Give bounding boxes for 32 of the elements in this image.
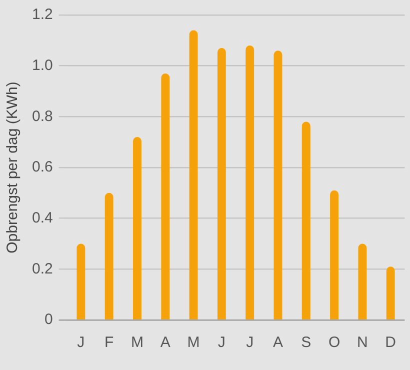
y-axis-title: Opbrengst per dag (KWh) [4,82,22,254]
x-tick-label: A [272,334,283,352]
bar [330,190,339,320]
y-tick-label: 0.8 [32,108,53,125]
x-tick-label: A [160,334,170,352]
bar [161,73,170,320]
x-tick-label: O [328,334,340,352]
y-tick-label: 0.2 [32,260,53,278]
bar [217,48,226,320]
x-tick-label: D [385,334,396,352]
bar [386,266,395,320]
x-tick-label: N [357,334,368,352]
x-tick-label: J [246,334,254,352]
bar [189,30,198,320]
x-tick-label: M [130,334,144,352]
x-tick-label: F [104,334,114,352]
bar [246,46,254,320]
y-tick-label: 1.0 [32,56,53,74]
y-tick-label: 0 [44,311,53,328]
x-tick-label: M [187,334,200,352]
bar [274,50,282,320]
bar [133,137,142,320]
x-tick-label: J [218,334,226,352]
bar [358,244,367,320]
x-tick-label: S [301,334,312,352]
bar [302,122,310,320]
bar [76,244,86,320]
bar [104,192,114,320]
x-tick-label: J [77,334,85,352]
y-tick-label: 0.6 [32,158,53,176]
y-tick-label: 0.4 [32,209,53,226]
y-tick-label: 1.2 [32,6,53,24]
